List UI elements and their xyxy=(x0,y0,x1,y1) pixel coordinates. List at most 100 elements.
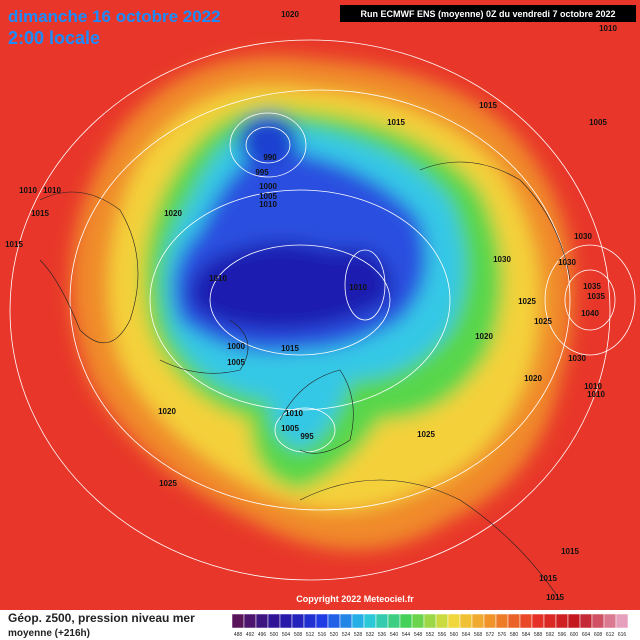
isobar-label: 1020 xyxy=(158,407,176,416)
colorbar-swatch xyxy=(555,613,569,629)
footer-subtitle: moyenne (+216h) xyxy=(8,628,90,639)
isobar-label: 1020 xyxy=(281,10,299,19)
colorbar-swatch xyxy=(351,613,365,629)
isobar-label: 1020 xyxy=(524,374,542,383)
colorbar-label: 492 xyxy=(246,632,255,638)
isobar-label: 1010 xyxy=(19,186,37,195)
colorbar-swatch xyxy=(471,613,485,629)
isobar-label: 1035 xyxy=(587,292,605,301)
geopotential-field xyxy=(70,56,574,550)
colorbar-swatch xyxy=(495,613,509,629)
isobar-label: 1010 xyxy=(349,283,367,292)
isobar-label: 1015 xyxy=(539,574,557,583)
colorbar-swatch xyxy=(483,613,497,629)
colorbar-label: 528 xyxy=(354,632,363,638)
isobar-label: 995 xyxy=(255,168,269,177)
isobar-label: 1015 xyxy=(31,209,49,218)
colorbar-swatch xyxy=(519,613,533,629)
colorbar-label: 536 xyxy=(378,632,387,638)
colorbar-label: 540 xyxy=(390,632,399,638)
run-box xyxy=(340,5,636,22)
colorbar-label: 612 xyxy=(606,632,615,638)
isobar-label: 1035 xyxy=(583,282,601,291)
colorbar-swatch xyxy=(291,613,305,629)
colorbar-swatch xyxy=(447,613,461,629)
colorbar-swatch xyxy=(603,613,617,629)
isobar-label: 1020 xyxy=(164,209,182,218)
date: dimanche 16 octobre 2022 xyxy=(8,7,221,26)
colorbar-label: 504 xyxy=(282,632,291,638)
isobar-label: 1010 xyxy=(259,200,277,209)
isobar-label: 1005 xyxy=(589,118,607,127)
isobar-label: 1010 xyxy=(43,186,61,195)
colorbar-label: 572 xyxy=(486,632,495,638)
colorbar-swatch xyxy=(255,613,269,629)
isobar-label: 1010 xyxy=(587,390,605,399)
colorbar-label: 616 xyxy=(618,632,627,638)
footer-title: Géop. z500, pression niveau mer xyxy=(8,611,195,625)
coastlines xyxy=(39,161,571,601)
colorbar-swatch xyxy=(267,613,281,629)
isobar-label: 1000 xyxy=(227,342,245,351)
colorbar-label: 600 xyxy=(570,632,579,638)
isobar-label: 1020 xyxy=(475,332,493,341)
colorbar-swatch xyxy=(243,613,257,629)
colorbar-label: 524 xyxy=(342,632,351,638)
colorbar-swatch xyxy=(339,613,353,629)
isobar-label: 1015 xyxy=(281,344,299,353)
isobar-label: 1030 xyxy=(568,354,586,363)
time: 2:00 locale xyxy=(8,28,100,48)
colorbar-label: 588 xyxy=(534,632,543,638)
colorbar-swatch xyxy=(615,613,629,629)
colorbar-label: 520 xyxy=(330,632,339,638)
isobar-label: 1010 xyxy=(584,382,602,391)
copyright: Copyright 2022 Meteociel.fr xyxy=(296,594,414,604)
colorbar-label: 556 xyxy=(438,632,447,638)
colorbar-label: 496 xyxy=(258,632,267,638)
isobar-label: 1025 xyxy=(518,297,536,306)
isobar-label: 1025 xyxy=(534,317,552,326)
colorbar-label: 560 xyxy=(450,632,459,638)
colorbar-label: 604 xyxy=(582,632,591,638)
isobar-label: 1005 xyxy=(281,424,299,433)
colorbar-swatch xyxy=(579,613,593,629)
isobar-label: 1010 xyxy=(285,409,303,418)
colorbar-label: 508 xyxy=(294,632,303,638)
colorbar-swatch xyxy=(507,613,521,629)
colorbar-label: 576 xyxy=(498,632,507,638)
colorbar-swatch xyxy=(567,613,581,629)
colorbar-swatch xyxy=(279,613,293,629)
colorbar-swatch xyxy=(327,613,341,629)
colorbar-swatch xyxy=(591,613,605,629)
isobar-label: 1000 xyxy=(259,182,277,191)
isobar-label: 1030 xyxy=(574,232,592,241)
isobar-label: 1030 xyxy=(558,258,576,267)
run-info: Run ECMWF ENS (moyenne) 0Z du vendredi 7… xyxy=(360,9,615,19)
colorbar-swatch xyxy=(543,613,557,629)
colorbar-label: 532 xyxy=(366,632,375,638)
colorbar-swatch xyxy=(363,613,377,629)
colorbar-label: 548 xyxy=(414,632,423,638)
colorbar-swatch xyxy=(303,613,317,629)
colorbar-swatch xyxy=(375,613,389,629)
colorbar-label: 564 xyxy=(462,632,471,638)
isobar-label: 1040 xyxy=(581,309,599,318)
isobar-label: 990 xyxy=(263,153,277,162)
colorbar-label: 516 xyxy=(318,632,327,638)
colorbar-label: 592 xyxy=(546,632,555,638)
colorbar-label: 544 xyxy=(402,632,411,638)
colorbar-label: 596 xyxy=(558,632,567,638)
colorbar-swatch xyxy=(459,613,473,629)
isobar-label: 1025 xyxy=(159,479,177,488)
isobar-label: 1030 xyxy=(493,255,511,264)
isobar-label: 1010 xyxy=(209,274,227,283)
isobar-label: 1010 xyxy=(599,24,617,33)
colorbar-swatch xyxy=(435,613,449,629)
colorbar-swatch xyxy=(399,613,413,629)
colorbar-swatch xyxy=(387,613,401,629)
colorbar-swatch xyxy=(423,613,437,629)
colorbar-label: 512 xyxy=(306,632,315,638)
